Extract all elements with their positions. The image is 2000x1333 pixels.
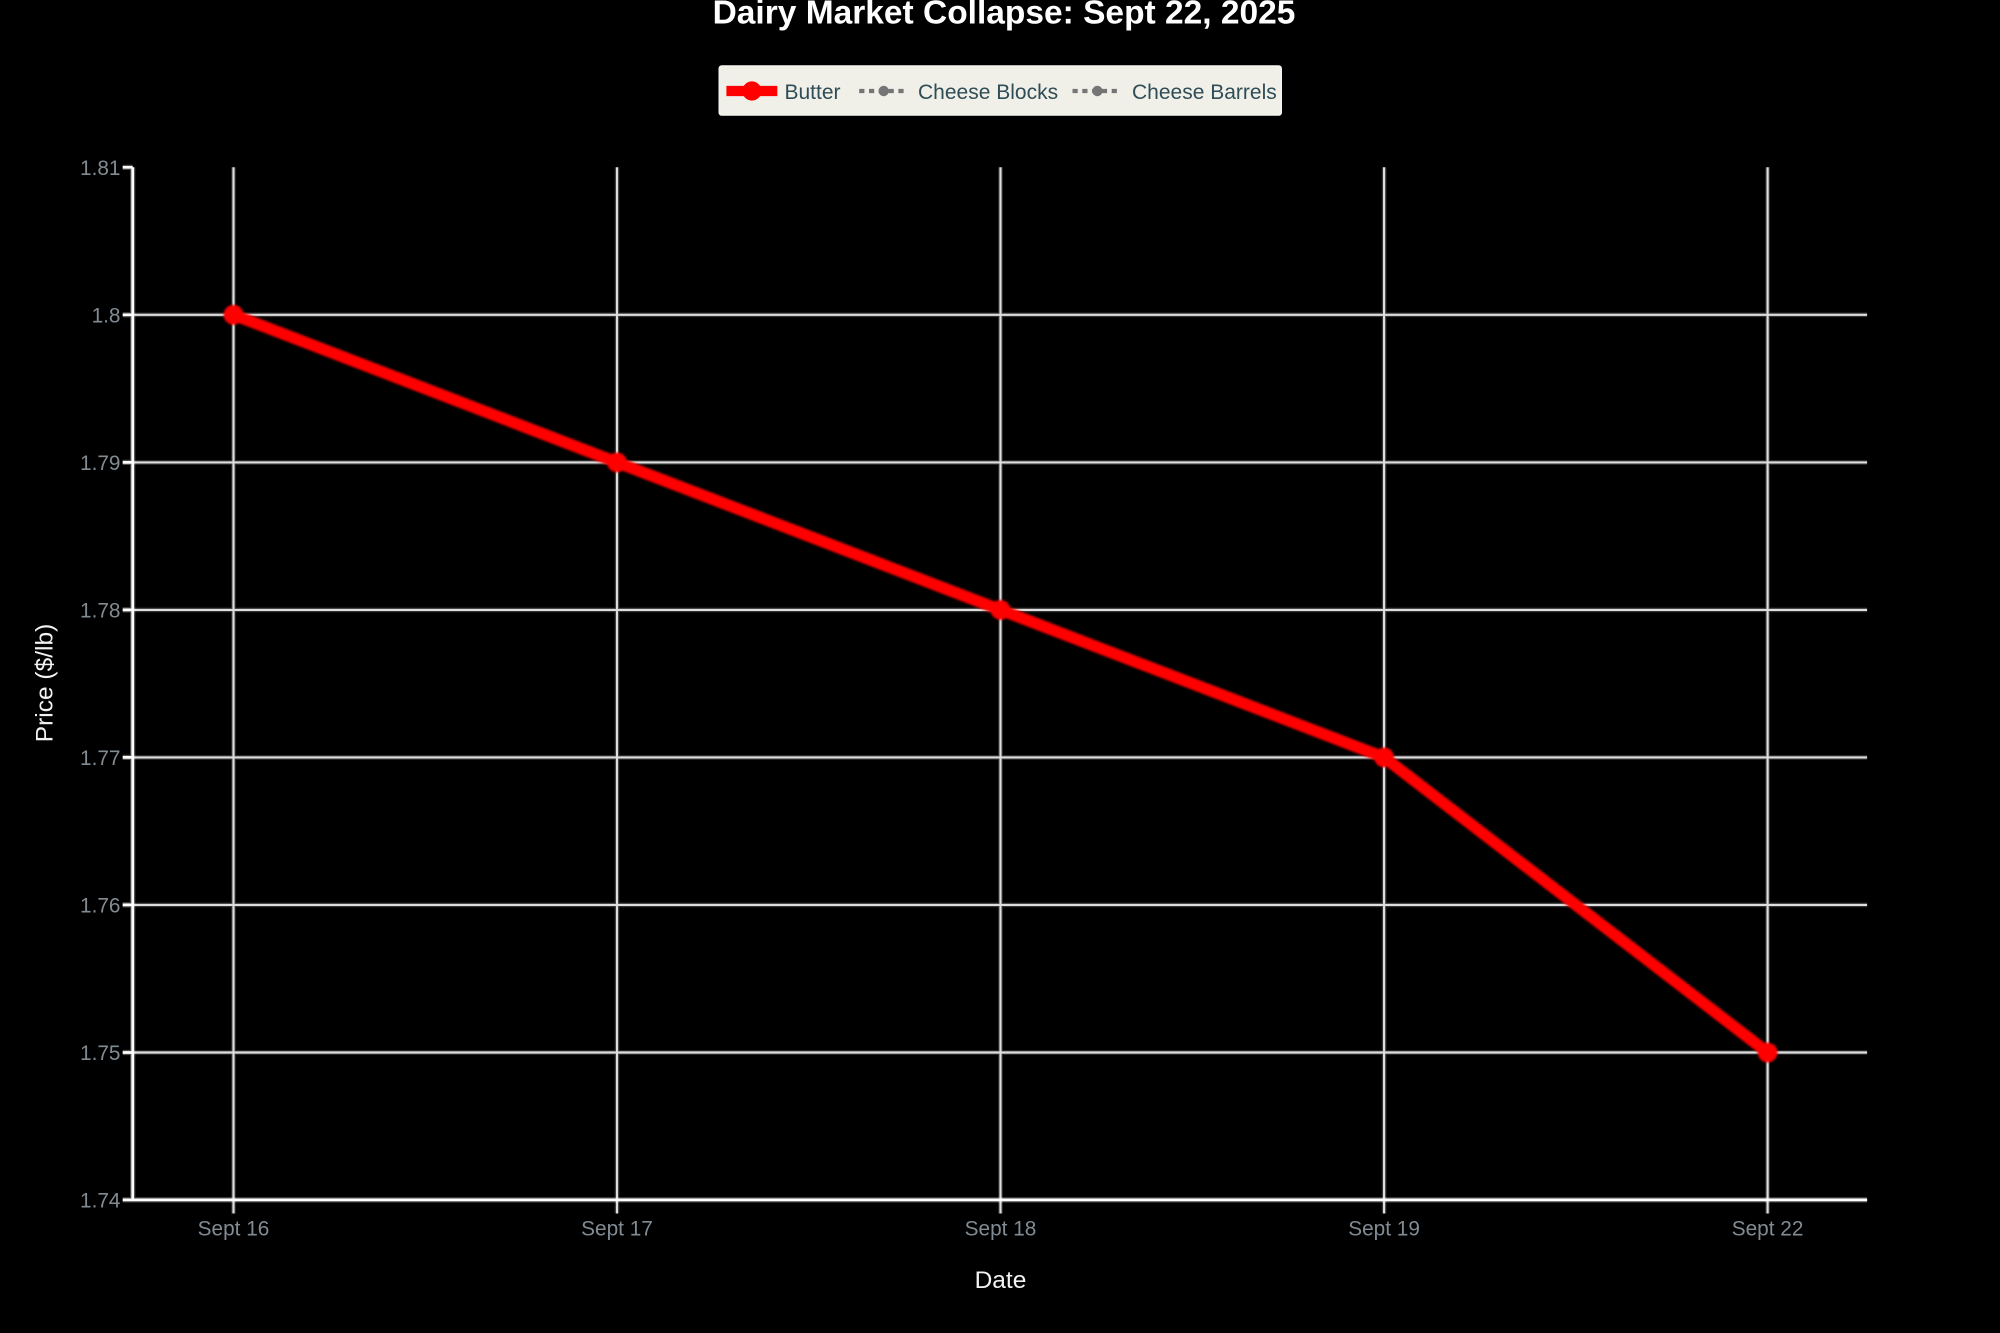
svg-text:Sept 19: Sept 19 (1348, 1217, 1420, 1240)
svg-text:Date: Date (975, 1267, 1027, 1294)
svg-text:Price ($/lb): Price ($/lb) (32, 624, 59, 742)
svg-text:1.78: 1.78 (80, 600, 120, 623)
svg-text:1.79: 1.79 (80, 452, 120, 475)
svg-text:1.76: 1.76 (80, 895, 120, 918)
svg-text:Sept 17: Sept 17 (581, 1217, 653, 1240)
svg-text:1.77: 1.77 (80, 747, 120, 770)
svg-text:Dairy Market Collapse: Sept 22: Dairy Market Collapse: Sept 22, 2025 (713, 0, 1296, 32)
svg-text:Sept 16: Sept 16 (198, 1217, 270, 1240)
svg-text:Sept 18: Sept 18 (965, 1217, 1037, 1240)
svg-text:1.74: 1.74 (80, 1190, 120, 1213)
svg-text:1.75: 1.75 (80, 1042, 120, 1065)
svg-text:1.81: 1.81 (80, 157, 120, 180)
svg-text:Cheese Barrels: Cheese Barrels (1132, 81, 1277, 104)
svg-text:1.8: 1.8 (92, 304, 121, 327)
svg-text:Sept 22: Sept 22 (1732, 1217, 1804, 1240)
svg-text:Cheese Blocks: Cheese Blocks (918, 81, 1058, 104)
svg-text:Butter: Butter (785, 81, 841, 104)
